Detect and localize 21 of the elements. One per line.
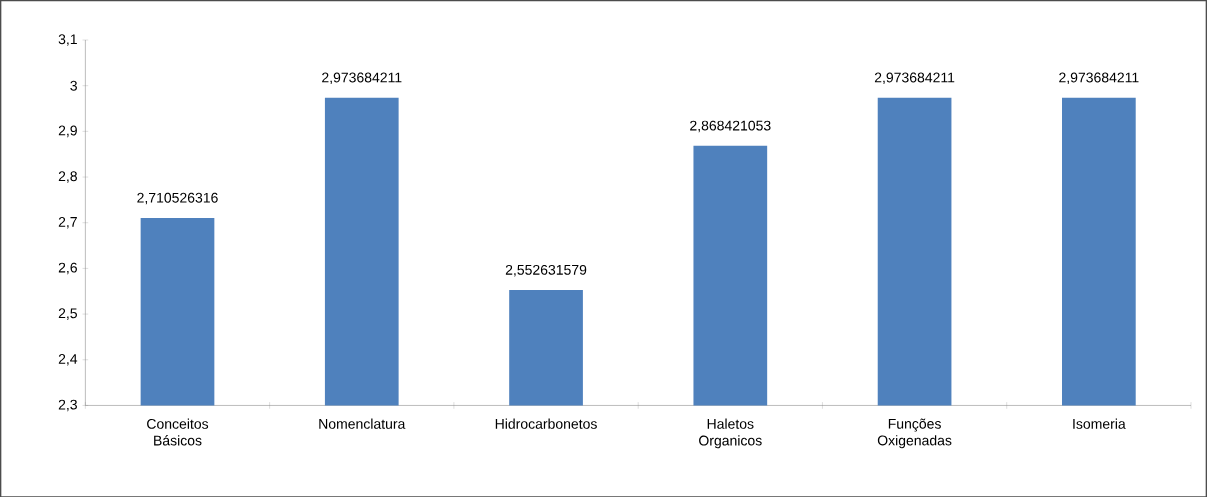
y-tick-label: 2,4 (58, 353, 78, 366)
y-tick-label: 2,8 (58, 171, 77, 183)
y-tick-label: 2,3 (58, 399, 77, 411)
data-label: 2,973684211 (874, 72, 955, 84)
y-tick-label: 3 (70, 80, 77, 91)
y-tick-label: 3,1 (58, 34, 77, 46)
x-tick-label: Isomeria (1073, 418, 1126, 429)
y-tick-label: 2,5 (58, 308, 77, 320)
x-tick-label: Haletos Organicos (699, 418, 762, 449)
y-tick-label: 2,7 (58, 216, 77, 229)
x-tick-label: Hidrocarbonetos (495, 418, 597, 429)
y-tick-label: 2,9 (58, 125, 77, 137)
y-tick-label: 2,6 (58, 262, 77, 274)
data-label: 2,552631579 (505, 264, 587, 277)
x-tick-label: Conceitos Básicos (147, 418, 209, 446)
data-label: 2,868421053 (690, 120, 771, 132)
x-tick-label: Nomenclatura (319, 418, 406, 429)
x-tick-label: Funções Oxigenadas (877, 418, 952, 448)
data-label: 2,973684211 (1059, 72, 1139, 84)
data-label: 2,710526316 (137, 192, 218, 205)
data-label: 2,973684211 (322, 72, 402, 84)
